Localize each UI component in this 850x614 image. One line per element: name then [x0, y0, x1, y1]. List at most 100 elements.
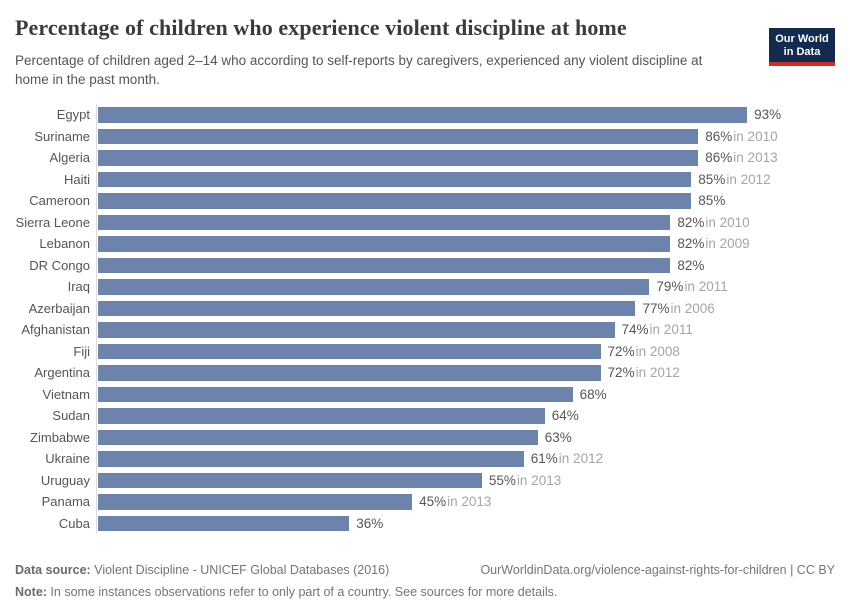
value-label: 74%: [621, 322, 649, 338]
chart-footer: Data source: Violent Discipline - UNICEF…: [15, 559, 835, 603]
value-label: 82%: [677, 236, 705, 252]
bar-row: Vietnam 68%: [15, 383, 850, 405]
bar[interactable]: [98, 171, 692, 187]
bar-chart: Egypt 93% Suriname 86% in 2010 Algeria 86% in 2…: [15, 104, 850, 534]
bar[interactable]: [98, 472, 482, 488]
bar-row: Haiti 85% in 2012: [15, 168, 850, 190]
plot-area: 74% in 2011: [96, 319, 796, 341]
plot-area: 93%: [96, 104, 796, 126]
value-label: 86%: [705, 128, 733, 144]
value-label: 72%: [607, 343, 635, 359]
country-label: Haiti: [63, 171, 90, 187]
country-label: Vietnam: [42, 386, 90, 402]
owid-url-link[interactable]: OurWorldinData.org/violence-against-righ…: [480, 563, 835, 577]
year-label: in 2013: [733, 150, 778, 166]
bar[interactable]: [98, 279, 650, 295]
plot-area: 63%: [96, 426, 796, 448]
bar[interactable]: [98, 515, 350, 531]
owid-logo-stripe: [769, 62, 835, 66]
year-label: in 2013: [516, 472, 562, 488]
bar-row: Lebanon 82% in 2009: [15, 233, 850, 255]
owid-logo-line2: in Data: [783, 46, 821, 58]
year-label: in 2013: [447, 494, 492, 510]
plot-area: 85% in 2012: [96, 168, 796, 190]
country-label: Cuba: [58, 515, 90, 531]
plot-area: 86% in 2010: [96, 125, 796, 147]
value-label: 79%: [656, 279, 684, 295]
bar-row: Zimbabwe 63%: [15, 426, 850, 448]
plot-area: 82%: [96, 254, 796, 276]
bar[interactable]: [98, 128, 699, 144]
bar[interactable]: [98, 343, 601, 359]
year-label: in 2010: [733, 128, 778, 144]
value-label: 86%: [705, 150, 733, 166]
plot-area: 68%: [96, 383, 796, 405]
bar[interactable]: [98, 386, 573, 402]
bar[interactable]: [98, 494, 413, 510]
bar-row: Argentina 72% in 2012: [15, 362, 850, 384]
value-label: 55%: [488, 472, 516, 488]
country-label: Suriname: [34, 128, 90, 144]
bar[interactable]: [98, 408, 545, 424]
value-label: 72%: [607, 365, 635, 381]
bar-row: Algeria 86% in 2013: [15, 147, 850, 169]
country-label: Argentina: [34, 365, 90, 381]
bar-row: Azerbaijan 77% in 2006: [15, 297, 850, 319]
country-label: Egypt: [56, 107, 90, 123]
bar[interactable]: [98, 107, 748, 123]
plot-area: 45% in 2013: [96, 491, 796, 513]
bar[interactable]: [98, 150, 699, 166]
bar[interactable]: [98, 451, 524, 467]
plot-area: 72% in 2012: [96, 362, 796, 384]
bar[interactable]: [98, 236, 671, 252]
country-label: Ukraine: [45, 451, 90, 467]
country-label: DR Congo: [29, 257, 90, 273]
plot-area: 82% in 2009: [96, 233, 796, 255]
bar-row: Uruguay 55% in 2013: [15, 469, 850, 491]
year-label: in 2011: [649, 322, 693, 338]
year-label: in 2012: [558, 451, 604, 467]
value-label: 36%: [356, 515, 384, 531]
year-label: in 2012: [726, 171, 771, 187]
bar[interactable]: [98, 300, 636, 316]
bar-row: Sudan 64%: [15, 405, 850, 427]
plot-area: 85%: [96, 190, 796, 212]
bar[interactable]: [98, 322, 615, 338]
bar[interactable]: [98, 193, 692, 209]
country-label: Fiji: [73, 343, 90, 359]
bar[interactable]: [98, 257, 671, 273]
value-label: 85%: [698, 193, 726, 209]
country-label: Afghanistan: [21, 322, 90, 338]
chart-container: Percentage of children who experience vi…: [0, 14, 850, 614]
plot-area: 79% in 2011: [96, 276, 796, 298]
note-label: Note:: [15, 585, 47, 599]
bar-row: Panama 45% in 2013: [15, 491, 850, 513]
bar[interactable]: [98, 214, 671, 230]
bar-row: Sierra Leone 82% in 2010: [15, 211, 850, 233]
year-label: in 2010: [705, 214, 750, 230]
country-label: Azerbaijan: [28, 300, 90, 316]
country-label: Algeria: [49, 150, 90, 166]
value-label: 64%: [551, 408, 579, 424]
country-label: Sudan: [52, 408, 90, 424]
bar[interactable]: [98, 429, 538, 445]
plot-area: 82% in 2010: [96, 211, 796, 233]
year-label: in 2012: [635, 365, 680, 381]
bar[interactable]: [98, 365, 601, 381]
country-label: Iraq: [67, 279, 90, 295]
owid-logo-box: Our World in Data: [769, 28, 835, 62]
value-label: 82%: [677, 257, 705, 273]
owid-logo[interactable]: Our World in Data: [769, 28, 835, 66]
bar-row: DR Congo 82%: [15, 254, 850, 276]
value-label: 45%: [419, 494, 447, 510]
country-label: Sierra Leone: [15, 214, 90, 230]
plot-area: 36%: [96, 512, 796, 534]
chart-title: Percentage of children who experience vi…: [15, 15, 627, 40]
value-label: 93%: [754, 107, 782, 123]
data-source-text: Data source: Violent Discipline - UNICEF…: [15, 563, 390, 577]
year-label: in 2008: [635, 343, 680, 359]
value-label: 85%: [698, 171, 726, 187]
plot-area: 55% in 2013: [96, 469, 796, 491]
data-source-label: Data source:: [15, 563, 91, 577]
value-label: 63%: [544, 429, 572, 445]
